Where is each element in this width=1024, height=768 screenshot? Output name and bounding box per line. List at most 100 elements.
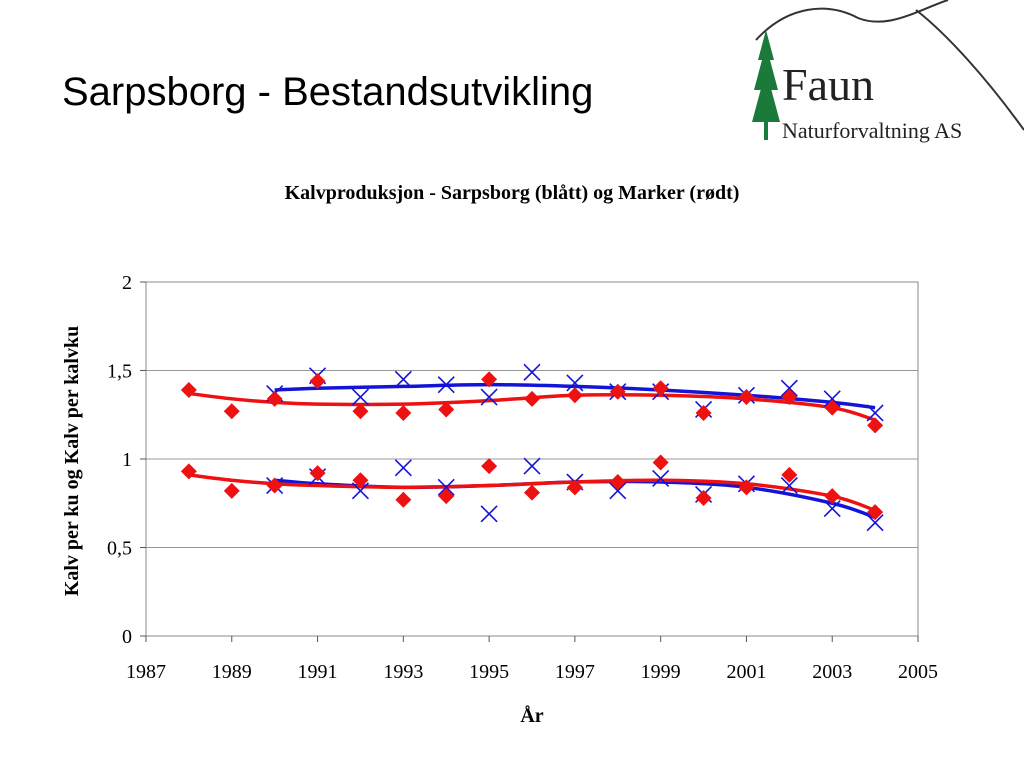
x-stroke: [780, 379, 798, 397]
data-point-diamond: [652, 454, 669, 471]
tree-icon: [752, 30, 780, 140]
data-point-diamond: [738, 389, 755, 406]
x-stroke: [480, 388, 498, 406]
x-stroke: [823, 390, 841, 408]
data-point-diamond: [223, 403, 240, 420]
data-point-x: [437, 478, 455, 496]
x-stroke: [866, 514, 884, 532]
x-stroke: [480, 505, 498, 523]
data-point-x: [351, 482, 370, 500]
x-stroke: [437, 478, 455, 496]
data-point-diamond: [781, 389, 798, 406]
data-point-x: [823, 499, 841, 518]
x-tick-label: 1993: [383, 661, 423, 683]
data-point-x: [652, 469, 670, 488]
data-point-diamond: [481, 458, 498, 475]
data-point-diamond: [566, 479, 583, 496]
y-tick-label: 1: [122, 449, 132, 471]
x-stroke: [437, 376, 455, 394]
y-tick-label: 0: [122, 626, 132, 648]
data-point-diamond: [738, 479, 755, 496]
x-tick-label: 1989: [212, 661, 252, 683]
data-point-x: [351, 388, 370, 406]
x-tick-label: 1999: [641, 661, 681, 683]
data-point-diamond: [695, 489, 712, 506]
data-point-diamond: [266, 477, 283, 494]
data-point-diamond: [524, 390, 540, 407]
x-stroke: [609, 482, 627, 500]
data-point-diamond: [395, 491, 412, 508]
x-tick-label: 2005: [898, 661, 938, 683]
data-point-diamond: [652, 380, 669, 397]
data-point-x: [609, 482, 627, 500]
x-axis-label: År: [520, 704, 543, 727]
x-stroke: [351, 482, 370, 500]
data-point-diamond: [395, 404, 412, 421]
data-point-diamond: [223, 482, 240, 499]
data-point-diamond: [180, 381, 197, 398]
x-tick-label: 1987: [126, 661, 166, 683]
data-point-x: [823, 390, 841, 408]
x-stroke: [351, 388, 370, 406]
data-point-diamond: [180, 463, 197, 480]
y-tick-label: 0,5: [107, 538, 132, 560]
data-point-x: [394, 459, 412, 477]
data-point-diamond: [309, 373, 326, 390]
x-tick-label: 2001: [726, 661, 766, 683]
slide-title: Sarpsborg - Bestandsutvikling: [62, 70, 594, 114]
chart-title: Kalvproduksjon - Sarpsborg (blått) og Ma…: [284, 182, 740, 204]
x-tick-label: 2003: [812, 661, 852, 683]
grid-lines: [146, 281, 918, 637]
y-axis-label: Kalv per ku og Kalv per kalvku: [61, 326, 83, 596]
x-stroke: [780, 476, 798, 495]
data-point-x: [780, 379, 798, 397]
data-point-diamond: [566, 387, 583, 404]
data-point-diamond: [824, 488, 841, 505]
logo-hill-line-right: [915, 9, 1024, 131]
data-point-x: [437, 376, 455, 394]
x-stroke: [652, 469, 670, 488]
data-point-diamond: [609, 474, 626, 491]
y-tick-label: 2: [122, 272, 132, 294]
x-tick-label: 1995: [469, 661, 509, 683]
data-point-diamond: [352, 472, 369, 489]
x-stroke: [394, 370, 412, 388]
data-point-diamond: [438, 401, 455, 418]
data-point-diamond: [824, 399, 841, 416]
data-points: [180, 363, 884, 532]
data-point-x: [523, 363, 541, 381]
data-point-x: [780, 476, 798, 495]
axis-ticks: 0 0,5 1 1,5 2 1987 1989 1991 1993 1995 1997 1999 200…: [107, 272, 938, 683]
x-stroke: [566, 374, 584, 392]
trendline-blue: [274, 382, 876, 410]
x-stroke: [394, 459, 412, 477]
data-point-x: [866, 404, 884, 422]
x-tick-label: 1991: [298, 661, 338, 683]
data-point-x: [523, 457, 541, 475]
x-stroke: [866, 404, 884, 422]
data-point-diamond: [695, 404, 712, 421]
data-point-diamond: [867, 504, 884, 521]
data-point-x: [394, 370, 412, 388]
data-point-diamond: [309, 465, 326, 482]
data-point-diamond: [524, 484, 540, 501]
data-point-x: [566, 374, 584, 392]
logo-subtitle-text: Naturforvaltning AS: [782, 118, 962, 143]
x-stroke: [523, 363, 541, 381]
data-point-x: [866, 514, 884, 532]
data-point-diamond: [609, 383, 626, 400]
data-point-diamond: [781, 466, 798, 483]
x-tick-label: 1997: [555, 661, 595, 683]
data-point-x: [480, 388, 498, 406]
data-point-diamond: [266, 390, 283, 407]
data-point-diamond: [481, 371, 498, 388]
data-point-diamond: [867, 417, 884, 434]
y-tick-label: 1,5: [107, 361, 132, 383]
data-point-diamond: [438, 488, 455, 505]
data-point-diamond: [352, 403, 369, 420]
logo-brand-text: Faun: [782, 59, 874, 110]
company-logo: Faun Naturforvaltning AS: [752, 0, 1024, 143]
data-point-x: [480, 505, 498, 523]
x-stroke: [523, 457, 541, 475]
